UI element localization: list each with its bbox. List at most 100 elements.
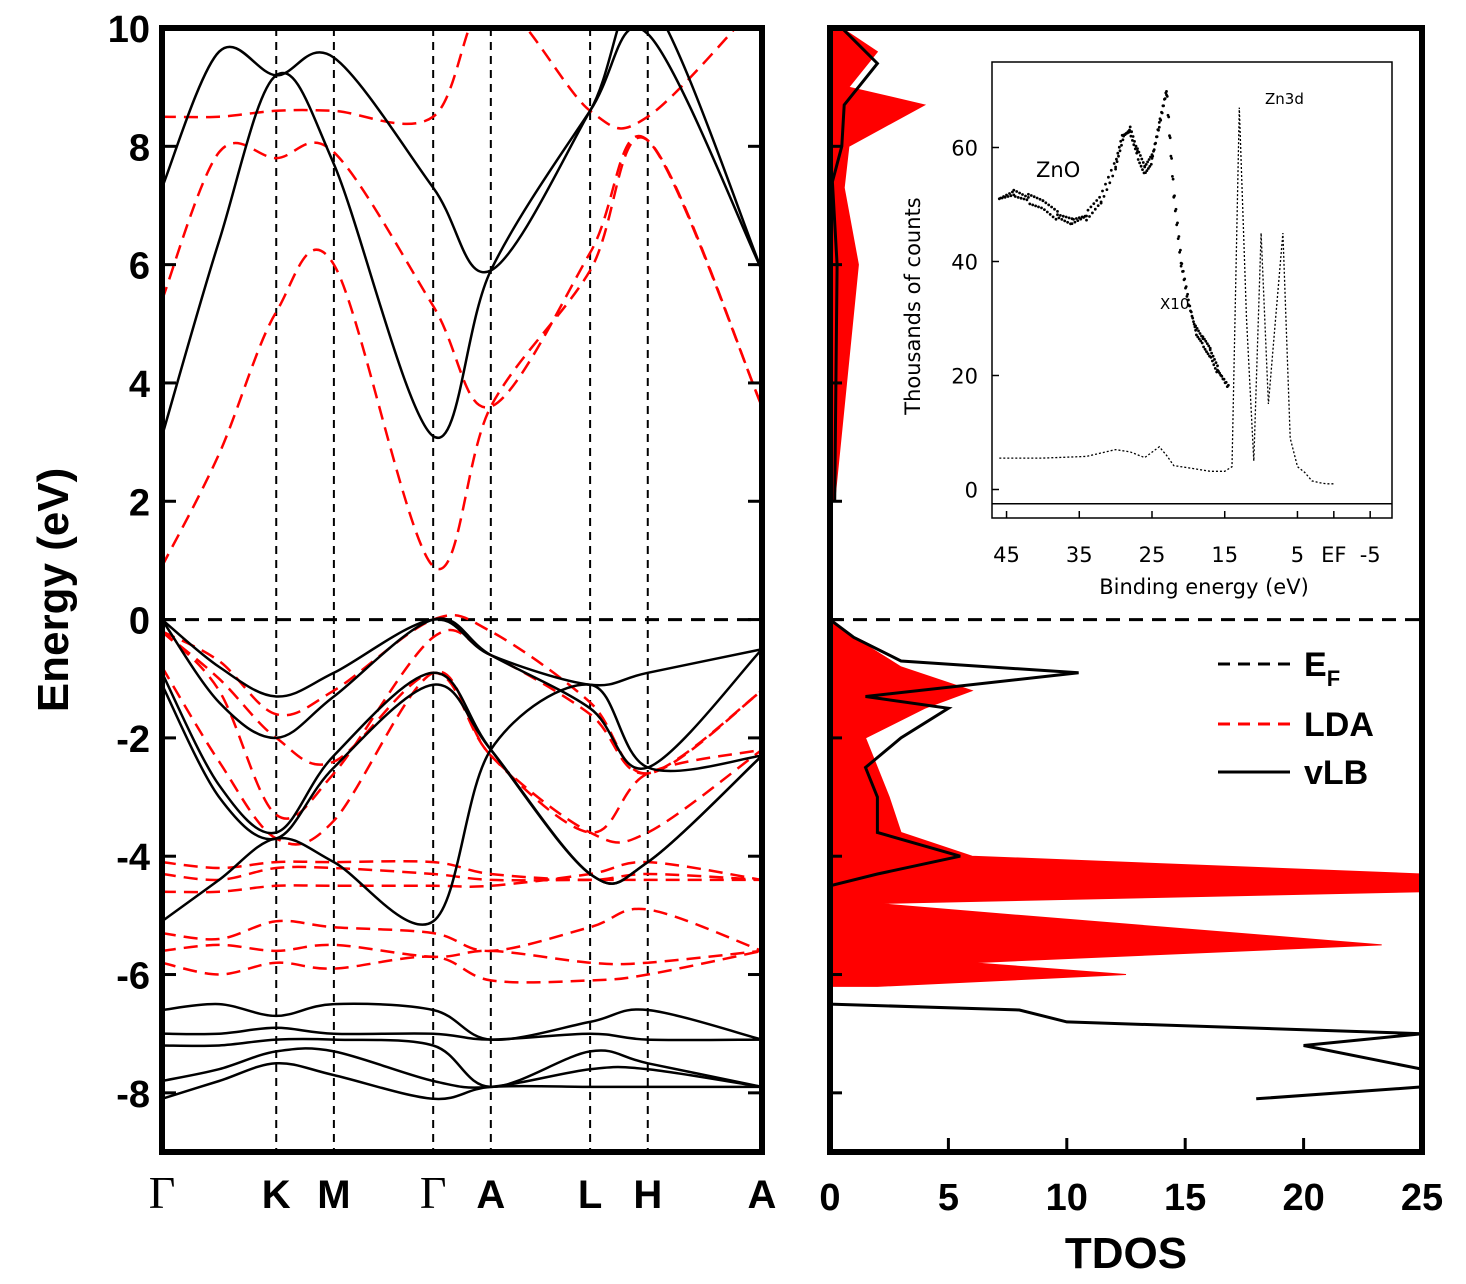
inset-x10-point bbox=[1157, 125, 1161, 129]
energy-tick-label: 2 bbox=[129, 482, 150, 524]
tdos-tick-label: 10 bbox=[1046, 1177, 1088, 1219]
inset-x10-point bbox=[1206, 352, 1210, 356]
inset-x10-point bbox=[1165, 90, 1168, 93]
inset-x10-point bbox=[1165, 95, 1169, 98]
inset-x10-point bbox=[1073, 220, 1077, 224]
inset-x10-point bbox=[1140, 157, 1144, 161]
lda-band bbox=[162, 949, 762, 984]
inset-x10-point bbox=[1121, 138, 1125, 142]
energy-tick-label: 8 bbox=[129, 127, 150, 169]
inset-x10-point bbox=[1187, 298, 1190, 302]
inset-annotation-zn3d: Zn3d bbox=[1265, 90, 1304, 108]
inset-x10-point bbox=[1213, 367, 1217, 370]
inset-x10-point bbox=[1205, 342, 1209, 345]
inset-x10-point bbox=[1162, 104, 1165, 108]
inset-x10-point bbox=[1144, 163, 1148, 166]
inset-x10-point bbox=[1114, 165, 1117, 169]
lda-tdos-fill bbox=[830, 28, 1422, 987]
inset-x10-point bbox=[1117, 145, 1121, 149]
band-structure-frame bbox=[159, 25, 765, 1155]
inset-x10-point bbox=[1200, 341, 1204, 345]
inset-x10-point bbox=[1040, 206, 1043, 210]
kpoint-label: L bbox=[578, 1173, 602, 1217]
inset-x10-point bbox=[1222, 377, 1226, 381]
inset-counts-line bbox=[999, 107, 1334, 485]
inset-x10-point bbox=[1160, 111, 1164, 115]
inset-x10-point bbox=[1180, 262, 1184, 265]
inset-x10-point bbox=[1154, 141, 1157, 145]
inset-x10-point bbox=[1170, 157, 1173, 160]
inset-x10-point bbox=[1189, 310, 1193, 314]
inset-x10-point bbox=[1076, 219, 1080, 223]
inset-x10-point bbox=[1220, 374, 1224, 378]
inset-x10-point bbox=[1059, 214, 1062, 217]
kpoint-label: A bbox=[748, 1173, 777, 1217]
inset-x10-point bbox=[1212, 363, 1216, 367]
lda-band bbox=[162, 907, 762, 953]
inset-x10-point bbox=[1119, 139, 1123, 143]
inset-x10-point bbox=[1191, 316, 1195, 320]
inset-x10-point bbox=[1134, 144, 1138, 148]
inset-x10-point bbox=[1178, 250, 1181, 254]
inset-x-tick-label: 25 bbox=[1139, 543, 1166, 567]
inset-annotation-zno: ZnO bbox=[1036, 158, 1080, 182]
energy-tick-label: -8 bbox=[116, 1074, 150, 1116]
legend-fermi-main: E bbox=[1304, 646, 1327, 684]
inset-x10-point bbox=[1192, 320, 1195, 323]
energy-tick-label: -2 bbox=[116, 719, 150, 761]
inset-x10-point bbox=[1208, 348, 1212, 352]
inset-y-title: Thousands of counts bbox=[901, 197, 925, 415]
kpoint-label: M bbox=[317, 1173, 350, 1217]
inset-x10-point bbox=[1085, 214, 1088, 218]
inset-counts-series bbox=[992, 107, 1392, 505]
energy-tick-label: 6 bbox=[129, 246, 150, 288]
tdos-tick-label: 5 bbox=[938, 1177, 959, 1219]
inset-x10-point bbox=[1188, 304, 1192, 308]
tdos-tick-label: 20 bbox=[1282, 1177, 1324, 1219]
inset-x10-point bbox=[1029, 194, 1033, 197]
inset-x-title: Binding energy (eV) bbox=[1099, 575, 1309, 599]
inset-x10-point bbox=[1075, 217, 1078, 220]
energy-tick-label: 10 bbox=[108, 9, 150, 51]
inset-x10-point bbox=[1132, 143, 1136, 147]
inset-x10-point bbox=[1056, 213, 1059, 217]
inset-x10-point bbox=[1157, 128, 1160, 132]
inset-x10-point bbox=[1086, 208, 1090, 212]
kpoint-label: Γ bbox=[420, 1167, 447, 1218]
inset-x10-point bbox=[1038, 197, 1042, 201]
inset-x10-point bbox=[1131, 139, 1134, 142]
inset-x10-point bbox=[1181, 269, 1185, 273]
inset-x10-point bbox=[1095, 199, 1099, 202]
inset-x10-point bbox=[1008, 192, 1011, 195]
tdos-axis-title: TDOS bbox=[1065, 1229, 1187, 1278]
inset-x10-point bbox=[1025, 198, 1029, 202]
inset-x10-point bbox=[1101, 189, 1104, 193]
inset-x10-point bbox=[1201, 335, 1205, 339]
inset-x10-point bbox=[1204, 339, 1208, 343]
inset-x10-point bbox=[1194, 324, 1197, 328]
inset-x10-point bbox=[1099, 201, 1103, 205]
inset-x10-point bbox=[1169, 154, 1173, 158]
vlb-band bbox=[162, 28, 762, 274]
tdos-panel: 0 5 10 15 20 25 TDOS EF LDA vLB bbox=[819, 25, 1443, 1278]
inset-x10-point bbox=[1141, 168, 1144, 172]
inset-x10-point bbox=[1111, 174, 1115, 178]
legend-fermi-sub: F bbox=[1327, 666, 1340, 691]
high-symmetry-lines bbox=[275, 28, 649, 1152]
inset-y-tick-label: 20 bbox=[951, 365, 978, 389]
inset-x10-point bbox=[1102, 195, 1106, 198]
inset-x10-point bbox=[1209, 355, 1213, 359]
inset-x10-point bbox=[1150, 157, 1154, 160]
inset-y-tick-label: 60 bbox=[951, 137, 978, 161]
inset-x10-point bbox=[1227, 383, 1230, 387]
inset-x10-point bbox=[1199, 339, 1203, 343]
inset-x-tick-label: 45 bbox=[993, 543, 1020, 567]
inset-x10-point bbox=[1129, 134, 1133, 138]
inset-x10-point bbox=[1120, 143, 1123, 147]
inset-x10-point bbox=[1048, 213, 1052, 216]
energy-tick-label: -6 bbox=[116, 956, 150, 998]
inset-x10-point bbox=[1133, 147, 1137, 151]
inset-x10-point bbox=[1079, 217, 1083, 221]
inset-x10-point bbox=[1168, 136, 1172, 140]
inset-x10-point bbox=[1057, 216, 1061, 220]
